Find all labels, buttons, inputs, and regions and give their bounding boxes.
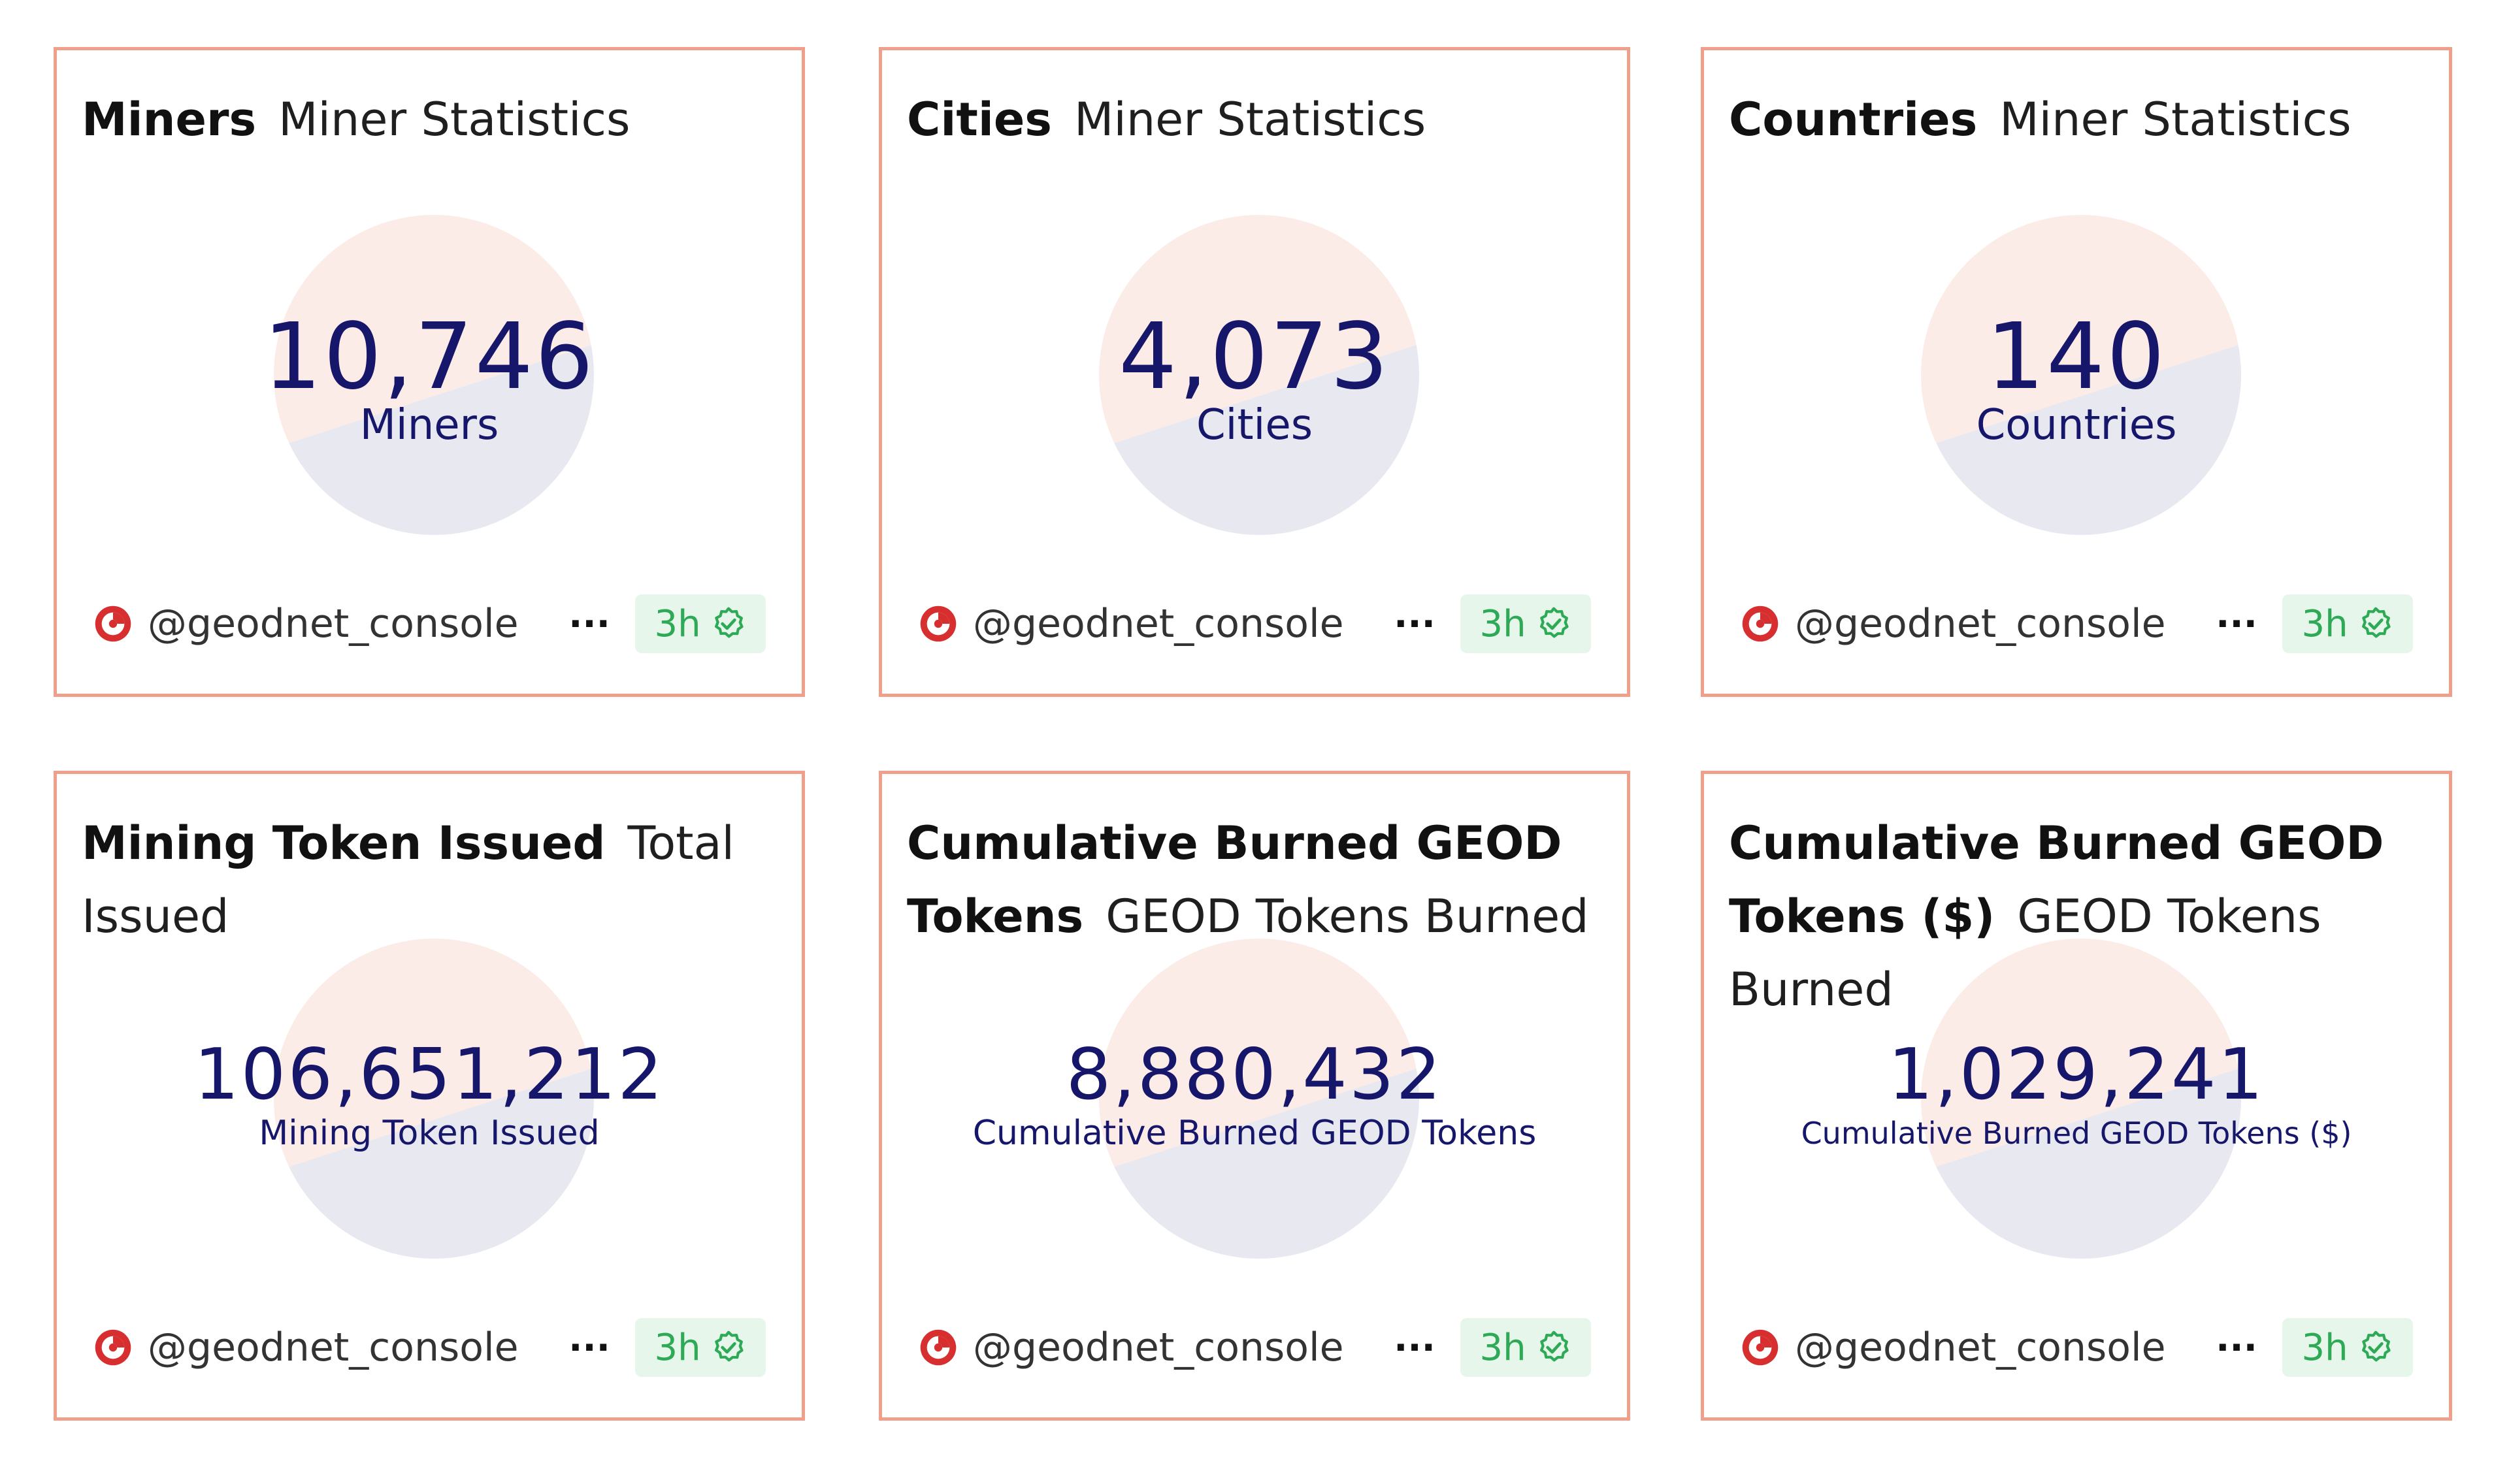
metric-value: 10,746 bbox=[263, 304, 595, 410]
source-handle: @geodnet_console bbox=[973, 1325, 1344, 1370]
pie-chart bbox=[1099, 215, 1419, 535]
card-title: Countries bbox=[1729, 93, 1978, 146]
card-subtitle: GEOD Tokens Burned bbox=[1729, 890, 2321, 1016]
freshness-badge[interactable]: 3h bbox=[1460, 1318, 1591, 1377]
more-options-button[interactable]: ··· bbox=[568, 602, 610, 645]
pie-chart bbox=[274, 215, 594, 535]
metric-label: Countries bbox=[1976, 401, 2177, 449]
freshness-badge[interactable]: 3h bbox=[2282, 1318, 2413, 1377]
source-link[interactable]: @geodnet_console bbox=[918, 1318, 1344, 1377]
pie-chart bbox=[274, 939, 594, 1259]
metric-label: Cumulative Burned GEOD Tokens ($) bbox=[1801, 1116, 2352, 1151]
card-footer: @geodnet_console ··· 3h bbox=[93, 594, 766, 653]
more-options-button[interactable]: ··· bbox=[1394, 1326, 1435, 1369]
cumulative-burned-geod-card: Cumulative Burned GEOD Tokens GEOD Tokens… bbox=[879, 771, 1630, 1421]
card-footer: @geodnet_console ··· 3h bbox=[918, 1318, 1591, 1377]
more-options-button[interactable]: ··· bbox=[2216, 602, 2257, 645]
pie-chart bbox=[1099, 939, 1419, 1259]
freshness-badge[interactable]: 3h bbox=[635, 594, 766, 653]
more-options-button[interactable]: ··· bbox=[2216, 1326, 2257, 1369]
metric-value: 1,029,241 bbox=[1888, 1034, 2265, 1116]
metric-label: Miners bbox=[359, 401, 499, 449]
card-header: Cities Miner Statistics bbox=[907, 83, 1602, 156]
source-link[interactable]: @geodnet_console bbox=[93, 1318, 519, 1377]
source-handle: @geodnet_console bbox=[1795, 1325, 2166, 1370]
geodnet-logo-icon bbox=[920, 1329, 957, 1366]
source-link[interactable]: @geodnet_console bbox=[1740, 594, 2166, 653]
metric-block: 10,746 Miners bbox=[57, 308, 802, 450]
card-footer: @geodnet_console ··· 3h bbox=[93, 1318, 766, 1377]
metric-block: 4,073 Cities bbox=[882, 308, 1627, 450]
check-circle-icon bbox=[2361, 607, 2391, 638]
miners-card: Miners Miner Statistics 10,746 Miners @ge… bbox=[54, 47, 805, 697]
cumulative-burned-geod-usd-card: Cumulative Burned GEOD Tokens ($) GEOD To… bbox=[1701, 771, 2452, 1421]
card-title: Cumulative Burned GEOD Tokens ($) bbox=[1729, 816, 2384, 943]
source-handle: @geodnet_console bbox=[148, 601, 519, 647]
card-footer: @geodnet_console ··· 3h bbox=[918, 594, 1591, 653]
card-subtitle: Miner Statistics bbox=[278, 93, 631, 146]
check-circle-icon bbox=[714, 607, 744, 638]
geodnet-logo-icon bbox=[95, 605, 131, 642]
freshness-badge[interactable]: 3h bbox=[635, 1318, 766, 1377]
badge-text: 3h bbox=[654, 602, 701, 645]
cities-card: Cities Miner Statistics 4,073 Cities @geo… bbox=[879, 47, 1630, 697]
geodnet-logo-icon bbox=[95, 1329, 131, 1366]
countries-card: Countries Miner Statistics 140 Countries … bbox=[1701, 47, 2452, 697]
source-handle: @geodnet_console bbox=[148, 1325, 519, 1370]
badge-text: 3h bbox=[654, 1326, 701, 1369]
geodnet-logo-icon bbox=[1742, 1329, 1779, 1366]
more-options-button[interactable]: ··· bbox=[1394, 602, 1435, 645]
check-circle-icon bbox=[1539, 1331, 1569, 1362]
card-title: Cumulative Burned GEOD Tokens bbox=[907, 816, 1562, 943]
geodnet-logo-icon bbox=[920, 605, 957, 642]
check-circle-icon bbox=[1539, 607, 1569, 638]
card-footer: @geodnet_console ··· 3h bbox=[1740, 1318, 2413, 1377]
card-header: Cumulative Burned GEOD Tokens ($) GEOD To… bbox=[1729, 807, 2424, 1026]
metric-value: 140 bbox=[1986, 304, 2167, 410]
freshness-badge[interactable]: 3h bbox=[1460, 594, 1591, 653]
card-header: Mining Token Issued Total Issued bbox=[82, 807, 777, 953]
card-subtitle: GEOD Tokens Burned bbox=[1106, 890, 1589, 943]
card-header: Miners Miner Statistics bbox=[82, 83, 777, 156]
metric-label: Cities bbox=[1196, 401, 1313, 449]
source-link[interactable]: @geodnet_console bbox=[1740, 1318, 2166, 1377]
card-header: Countries Miner Statistics bbox=[1729, 83, 2424, 156]
metric-value: 8,880,432 bbox=[1066, 1034, 1443, 1116]
badge-text: 3h bbox=[1479, 602, 1526, 645]
metric-block: 106,651,212 Mining Token Issued bbox=[57, 1039, 802, 1155]
card-subtitle: Miner Statistics bbox=[1074, 93, 1426, 146]
card-title: Miners bbox=[82, 93, 257, 146]
mining-token-issued-card: Mining Token Issued Total Issued 106,651,… bbox=[54, 771, 805, 1421]
check-circle-icon bbox=[2361, 1331, 2391, 1362]
geodnet-logo-icon bbox=[1742, 605, 1779, 642]
source-handle: @geodnet_console bbox=[1795, 601, 2166, 647]
badge-text: 3h bbox=[2301, 1326, 2348, 1369]
metric-value: 4,073 bbox=[1119, 304, 1390, 410]
more-options-button[interactable]: ··· bbox=[568, 1326, 610, 1369]
card-subtitle: Total Issued bbox=[82, 816, 734, 943]
metric-label: Mining Token Issued bbox=[259, 1114, 600, 1153]
pie-chart bbox=[1921, 939, 2241, 1259]
metric-label: Cumulative Burned GEOD Tokens bbox=[972, 1114, 1537, 1153]
card-footer: @geodnet_console ··· 3h bbox=[1740, 594, 2413, 653]
metric-block: 8,880,432 Cumulative Burned GEOD Tokens bbox=[882, 1039, 1627, 1155]
card-title: Cities bbox=[907, 93, 1052, 146]
source-handle: @geodnet_console bbox=[973, 601, 1344, 647]
source-link[interactable]: @geodnet_console bbox=[918, 594, 1344, 653]
card-subtitle: Miner Statistics bbox=[1999, 93, 2352, 146]
card-title: Mining Token Issued bbox=[82, 816, 606, 870]
freshness-badge[interactable]: 3h bbox=[2282, 594, 2413, 653]
badge-text: 3h bbox=[2301, 602, 2348, 645]
badge-text: 3h bbox=[1479, 1326, 1526, 1369]
pie-chart bbox=[1921, 215, 2241, 535]
source-link[interactable]: @geodnet_console bbox=[93, 594, 519, 653]
card-header: Cumulative Burned GEOD Tokens GEOD Tokens… bbox=[907, 807, 1602, 953]
metric-value: 106,651,212 bbox=[193, 1034, 665, 1116]
check-circle-icon bbox=[714, 1331, 744, 1362]
metric-block: 140 Countries bbox=[1704, 308, 2449, 450]
metric-block: 1,029,241 Cumulative Burned GEOD Tokens … bbox=[1704, 1039, 2449, 1155]
